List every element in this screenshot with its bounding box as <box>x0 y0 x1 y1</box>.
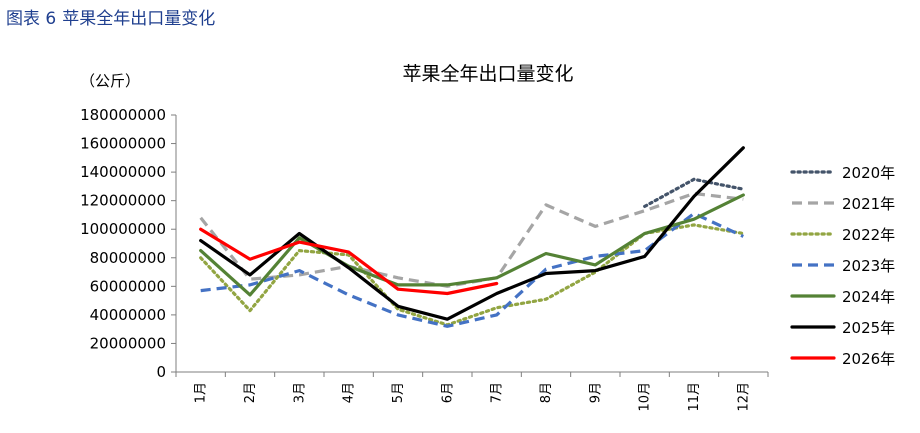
x-tick-label: 7月 <box>490 382 505 403</box>
y-tick-label: 40000000 <box>90 306 166 324</box>
y-tick-label: 180000000 <box>80 106 166 124</box>
x-tick-label: 10月 <box>638 382 653 412</box>
axes: 0 20000000 40000000 60000000 80000000 1000000… <box>80 106 769 412</box>
y-tick-label: 60000000 <box>90 277 166 295</box>
y-tick-label: 100000000 <box>80 220 166 238</box>
series-layer <box>199 146 745 328</box>
y-unit-label: （公斤） <box>80 72 140 90</box>
y-tick-label: 160000000 <box>80 135 166 153</box>
legend-label: 2021年 <box>842 195 895 213</box>
series-line-2020年 <box>643 177 745 208</box>
figure-caption: 图表 6 苹果全年出口量变化 <box>6 4 221 29</box>
x-tick-label: 11月 <box>687 382 702 412</box>
series-line-2026年 <box>199 227 499 296</box>
y-tick-label: 120000000 <box>80 192 166 210</box>
figure-caption-text: 苹果全年出口量变化 <box>62 9 216 29</box>
y-tick-label: 140000000 <box>80 163 166 181</box>
x-tick-label: 1月 <box>194 382 209 403</box>
legend-label: 2026年 <box>842 350 895 368</box>
x-tick-label: 2月 <box>243 382 258 403</box>
legend-label: 2020年 <box>842 164 895 182</box>
x-tick-label: 8月 <box>539 382 554 403</box>
legend: 2020年 2021年 2022年 2023年 2024年 2025年 2026年 <box>790 164 895 368</box>
legend-label: 2025年 <box>842 319 895 337</box>
chart-title: 苹果全年出口量变化 <box>402 63 573 85</box>
x-tick-label: 3月 <box>292 382 307 403</box>
legend-label: 2023年 <box>842 257 895 275</box>
x-tick-label: 6月 <box>440 382 455 403</box>
y-tick-label: 80000000 <box>90 249 166 267</box>
y-tick-label: 20000000 <box>90 334 166 352</box>
x-tick-label: 5月 <box>391 382 406 403</box>
x-tick-label: 12月 <box>736 382 751 412</box>
series-line-2025年 <box>199 146 745 321</box>
legend-label: 2024年 <box>842 288 895 306</box>
legend-label: 2022年 <box>842 226 895 244</box>
figure-label: 图表 6 <box>6 9 57 29</box>
x-tick-label: 9月 <box>588 382 603 403</box>
x-tick-label: 4月 <box>342 382 357 403</box>
y-tick-label: 0 <box>156 363 166 381</box>
series-line-2024年 <box>199 193 745 297</box>
